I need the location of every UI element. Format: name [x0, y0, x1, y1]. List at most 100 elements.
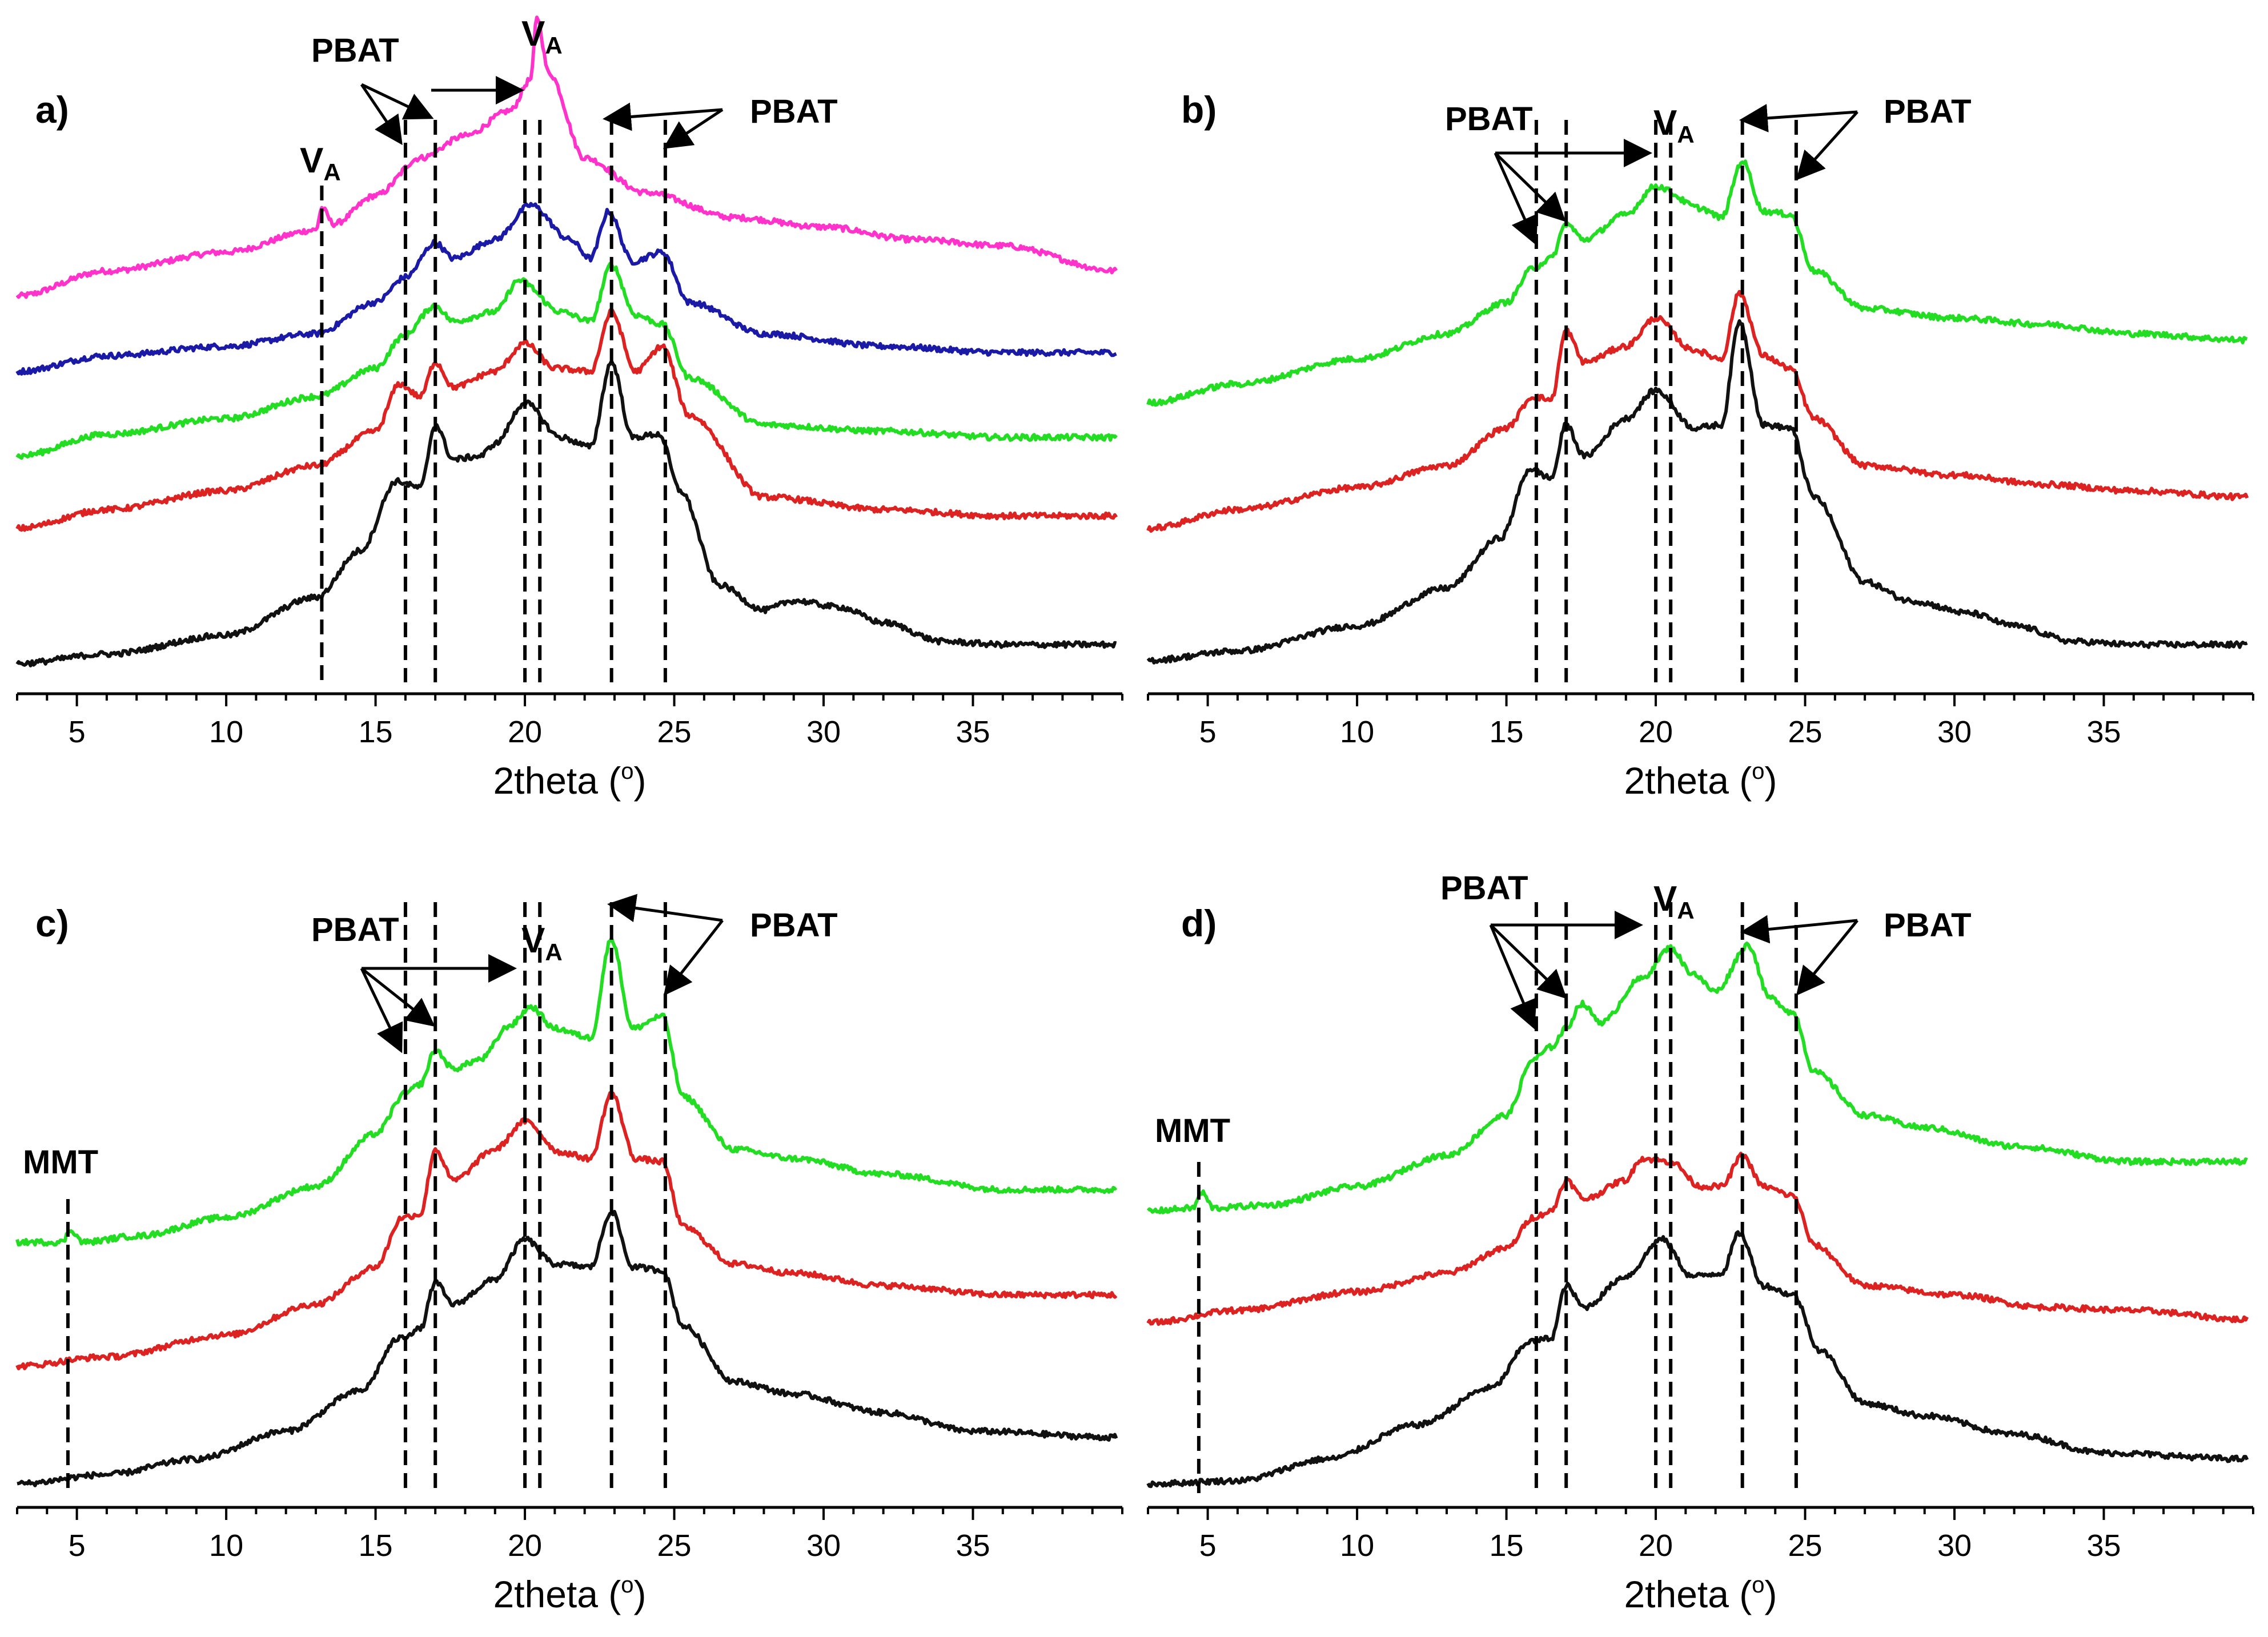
panel-b-ref-lines	[1534, 120, 1798, 682]
panel-c-pbat-right-label: PBAT	[750, 907, 838, 944]
panel-c-arrow-pbat-17	[360, 967, 435, 1027]
panel-d-series	[1146, 942, 2249, 1489]
series-blue-line	[15, 202, 1117, 376]
panel-d-x-axis: 5 10 15 20 25 30 35 2theta (o)	[1147, 1506, 2254, 1615]
panel-a-ref-lines	[320, 120, 667, 682]
panel-a-annotation-arrows	[360, 76, 724, 149]
panel-a-arrow-pbat-23	[603, 102, 723, 131]
panel-d-label: d)	[1181, 902, 1217, 944]
panel-c-label: c)	[35, 902, 69, 944]
panel-a-pbat-right-label: PBAT	[750, 93, 838, 130]
panel-b-arrow-pbat-25	[1796, 111, 1858, 180]
x-tick-label: 10	[1340, 1529, 1374, 1563]
x-tick-label: 5	[69, 715, 86, 749]
panel-a-pbat-left-label: PBAT	[311, 32, 399, 69]
panel-b-x-axis: 5 10 15 20 25 30 35 2theta (o)	[1147, 692, 2254, 802]
panel-d-ref-lines	[1197, 902, 1798, 1493]
panel-a-va-low-label: VA	[300, 141, 341, 186]
series-red-line	[1146, 1152, 2249, 1326]
series-green-line	[15, 262, 1118, 460]
panel-a-arrow-pbat-16	[360, 83, 403, 146]
x-tick-label: 25	[1788, 715, 1823, 749]
series-red-line	[1146, 289, 2249, 533]
panel-d-arrow-pbat-23	[1740, 915, 1858, 944]
x-tick-label: 10	[209, 1529, 243, 1563]
panel-a-series	[15, 15, 1118, 667]
x-tick-label: 5	[69, 1529, 86, 1563]
panel-d-mmt-label: MMT	[1155, 1112, 1230, 1149]
series-black-line	[1146, 319, 2248, 665]
x-tick-label: 5	[1199, 715, 1217, 749]
panel-c-x-axis: 5 10 15 20 25 30 35 2theta (o)	[16, 1506, 1123, 1615]
x-tick-label: 20	[508, 1529, 542, 1563]
panel-c-series	[15, 936, 1118, 1487]
x-tick-label: 35	[2086, 1529, 2121, 1563]
series-green-line	[1146, 159, 2248, 407]
panel-b-pbat-left-label: PBAT	[1445, 100, 1533, 138]
panel-c-va-top-label: VA	[521, 921, 563, 966]
x-tick-label: 35	[956, 1529, 990, 1563]
x-tick-label: 10	[1340, 715, 1374, 749]
panel-d: 5 10 15 20 25 30 35 2theta (o) d) MMT PBAT VA P…	[1146, 870, 2254, 1615]
panel-b-annotation-arrows	[1494, 103, 1858, 246]
panel-c-arrow-pbat-25	[663, 919, 724, 996]
panel-a: 5 10 15 20 25 30 35 2theta (o) a) VA VA PBAT PB…	[15, 14, 1123, 802]
panel-c-ref-lines	[66, 902, 667, 1493]
x-axis-title: 2theta (o)	[1624, 1572, 1777, 1615]
x-axis-title: 2theta (o)	[493, 1572, 646, 1615]
panel-b-arrow-pbat-16	[1494, 152, 1538, 246]
x-tick-label: 20	[1639, 715, 1673, 749]
panel-d-annotation-arrows	[1489, 911, 1858, 1029]
panel-c-arrow-pbat-16	[360, 967, 403, 1053]
x-tick-label: 10	[209, 715, 243, 749]
panel-b: 5 10 15 20 25 30 35 2theta (o) b) PBAT VA PBAT	[1146, 89, 2254, 802]
x-tick-label: 20	[1639, 1529, 1673, 1563]
series-magenta-line	[15, 15, 1118, 299]
panel-a-arrow-pbat-17	[360, 83, 434, 120]
series-red-line	[15, 307, 1118, 532]
panel-a-x-axis: 5 10 15 20 25 30 35 2theta (o)	[16, 692, 1123, 802]
panel-d-arrow-pbat-25	[1796, 919, 1858, 996]
series-green-line	[1146, 942, 2248, 1214]
panel-a-va-top-label: VA	[521, 14, 563, 59]
series-green-line	[15, 936, 1118, 1247]
x-tick-label: 25	[657, 715, 692, 749]
panel-c-annotation-arrows	[360, 894, 724, 1053]
series-red-line	[15, 1091, 1118, 1370]
x-tick-label: 25	[657, 1529, 692, 1563]
panel-b-label: b)	[1181, 89, 1217, 131]
series-black-line	[1146, 1230, 2249, 1489]
x-axis-title: 2theta (o)	[493, 759, 646, 802]
x-tick-label: 20	[508, 715, 542, 749]
panel-a-arrow-pbat-25	[663, 108, 724, 149]
panel-d-pbat-right-label: PBAT	[1884, 907, 1972, 944]
x-tick-label: 25	[1788, 1529, 1823, 1563]
panel-b-series	[1146, 159, 2249, 665]
panel-b-arrow-pbat-23	[1739, 103, 1858, 132]
panel-c-pbat-left-label: PBAT	[311, 911, 399, 948]
x-tick-label: 15	[1490, 1529, 1524, 1563]
panel-b-pbat-right-label: PBAT	[1884, 93, 1972, 130]
series-black-line	[17, 1209, 1118, 1487]
panel-c: 5 10 15 20 25 30 35 2theta (o) c) MMT PBAT VA P…	[15, 894, 1123, 1615]
panel-a-label: a)	[35, 89, 69, 131]
panel-b-arrow-pbat-17	[1494, 152, 1566, 222]
x-tick-label: 30	[806, 1529, 841, 1563]
x-tick-label: 30	[806, 715, 841, 749]
x-tick-label: 30	[1937, 1529, 1972, 1563]
panel-c-mmt-label: MMT	[23, 1144, 98, 1181]
panel-d-arrow-pbat-16	[1489, 924, 1537, 1029]
x-tick-label: 30	[1937, 715, 1972, 749]
x-axis-title: 2theta (o)	[1624, 759, 1777, 802]
panel-d-va-top-label: VA	[1653, 879, 1695, 924]
x-tick-label: 15	[359, 1529, 393, 1563]
panel-b-va-top-label: VA	[1653, 103, 1695, 148]
panel-c-arrow-pbat-23	[607, 894, 723, 923]
x-tick-label: 15	[359, 715, 393, 749]
x-tick-label: 35	[2086, 715, 2121, 749]
panel-d-arrow-pbat-17	[1490, 924, 1567, 999]
x-tick-label: 5	[1199, 1529, 1217, 1563]
x-tick-label: 15	[1490, 715, 1524, 749]
panel-d-pbat-left-label: PBAT	[1440, 870, 1528, 907]
